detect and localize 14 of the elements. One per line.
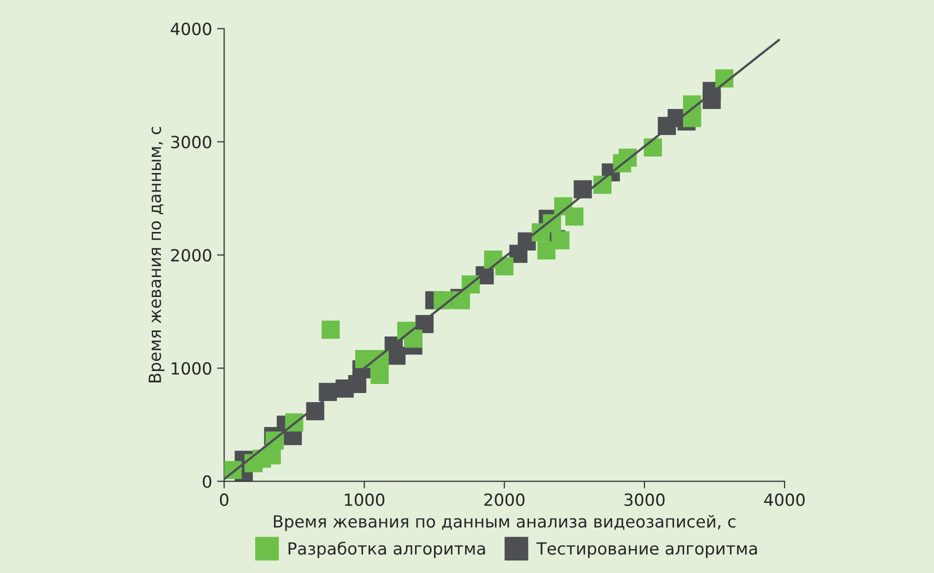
x-tick-label: 2000	[484, 493, 524, 506]
y-tick-label: 3000	[171, 136, 212, 148]
x-tick-label: 4000	[764, 493, 805, 506]
y-tick-label: 4000	[170, 22, 212, 36]
y-tick-label: 2000	[171, 248, 212, 262]
x-axis-title: Время жевания по данным анализа видеозаписей, с	[274, 514, 736, 531]
x-tick-label: 1000	[344, 493, 384, 506]
x-tick-label: 3000	[624, 493, 665, 506]
y-axis-title: Время жевания по данным, с	[148, 127, 164, 382]
legend-label: Разработка алгоритма	[288, 542, 485, 558]
y-tick-label: 0	[202, 475, 212, 488]
legend-label: Тестирование алгоритма	[536, 542, 757, 558]
x-tick-label: 0	[220, 493, 228, 506]
y-tick-label: 1000	[172, 362, 212, 375]
